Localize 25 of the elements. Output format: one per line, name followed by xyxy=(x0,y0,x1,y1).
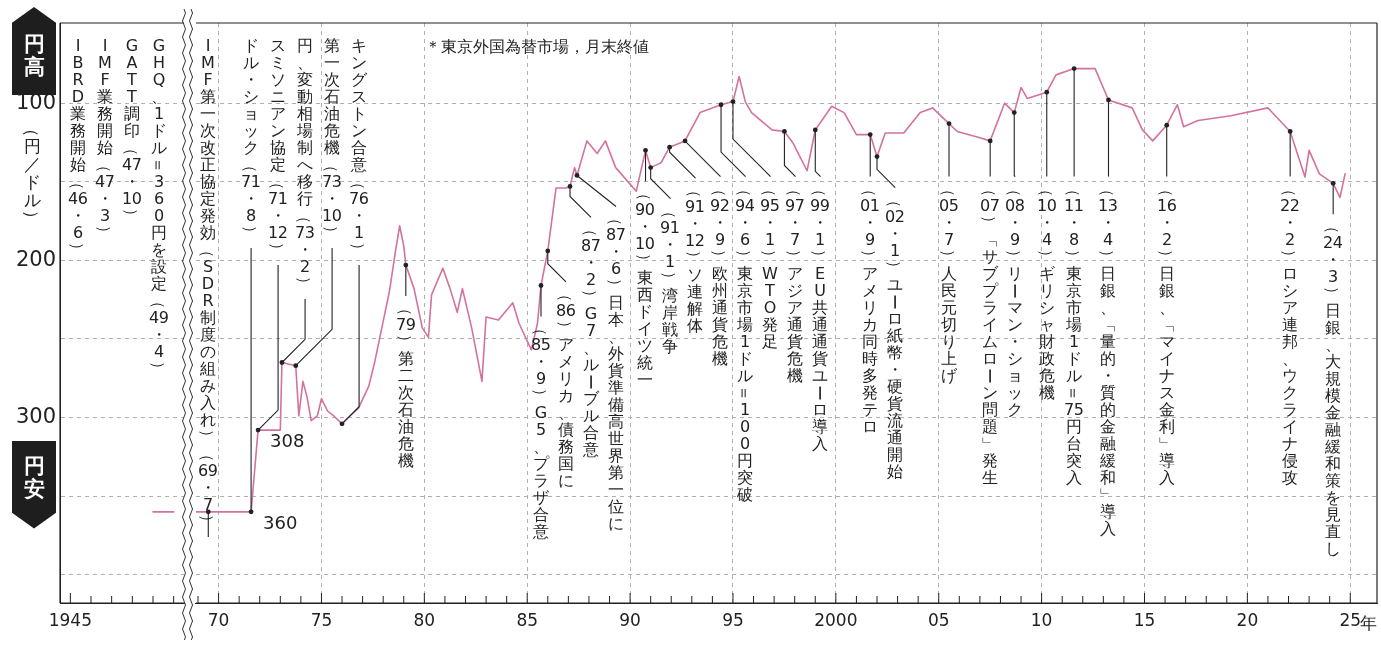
x-tick-label: 70 xyxy=(207,609,230,630)
annotation: （07）「サブプライムローン問題」発生 xyxy=(979,180,1000,487)
x-tick-label: 25 xyxy=(1339,609,1361,630)
x-tick-label: 20 xyxy=(1236,609,1259,630)
x-tick-label: 10 xyxy=(1030,609,1053,630)
y-axis-title: （円／ドル） xyxy=(21,120,42,228)
x-tick-label: 80 xyxy=(413,609,436,630)
x-tick-label: 2000 xyxy=(814,609,858,630)
data-label: 360 xyxy=(262,511,298,533)
annotation: （86）アメリカ、債務国に xyxy=(555,286,576,490)
text: 円高 xyxy=(23,32,45,79)
text: 円安 xyxy=(23,453,45,501)
y-tick-label: 300 xyxy=(15,403,56,428)
annotation: （79）第二次石油危機 xyxy=(395,300,416,471)
y-tick-label: 200 xyxy=(15,246,56,271)
x-tick-label: 95 xyxy=(722,609,744,630)
data-label: 308 xyxy=(269,429,305,451)
x-axis-title: 年 xyxy=(1360,612,1378,635)
x-tick-label: 75 xyxy=(310,609,333,630)
x-tick-label: 85 xyxy=(516,609,538,630)
x-tick-label: 05 xyxy=(927,609,950,630)
x-tick-label: 90 xyxy=(619,609,641,630)
annotation: ＊東京外国為替市場，月末終値 xyxy=(424,37,649,58)
x-tick-label: 15 xyxy=(1133,609,1156,630)
x-tick-label: 1945 xyxy=(48,609,92,630)
